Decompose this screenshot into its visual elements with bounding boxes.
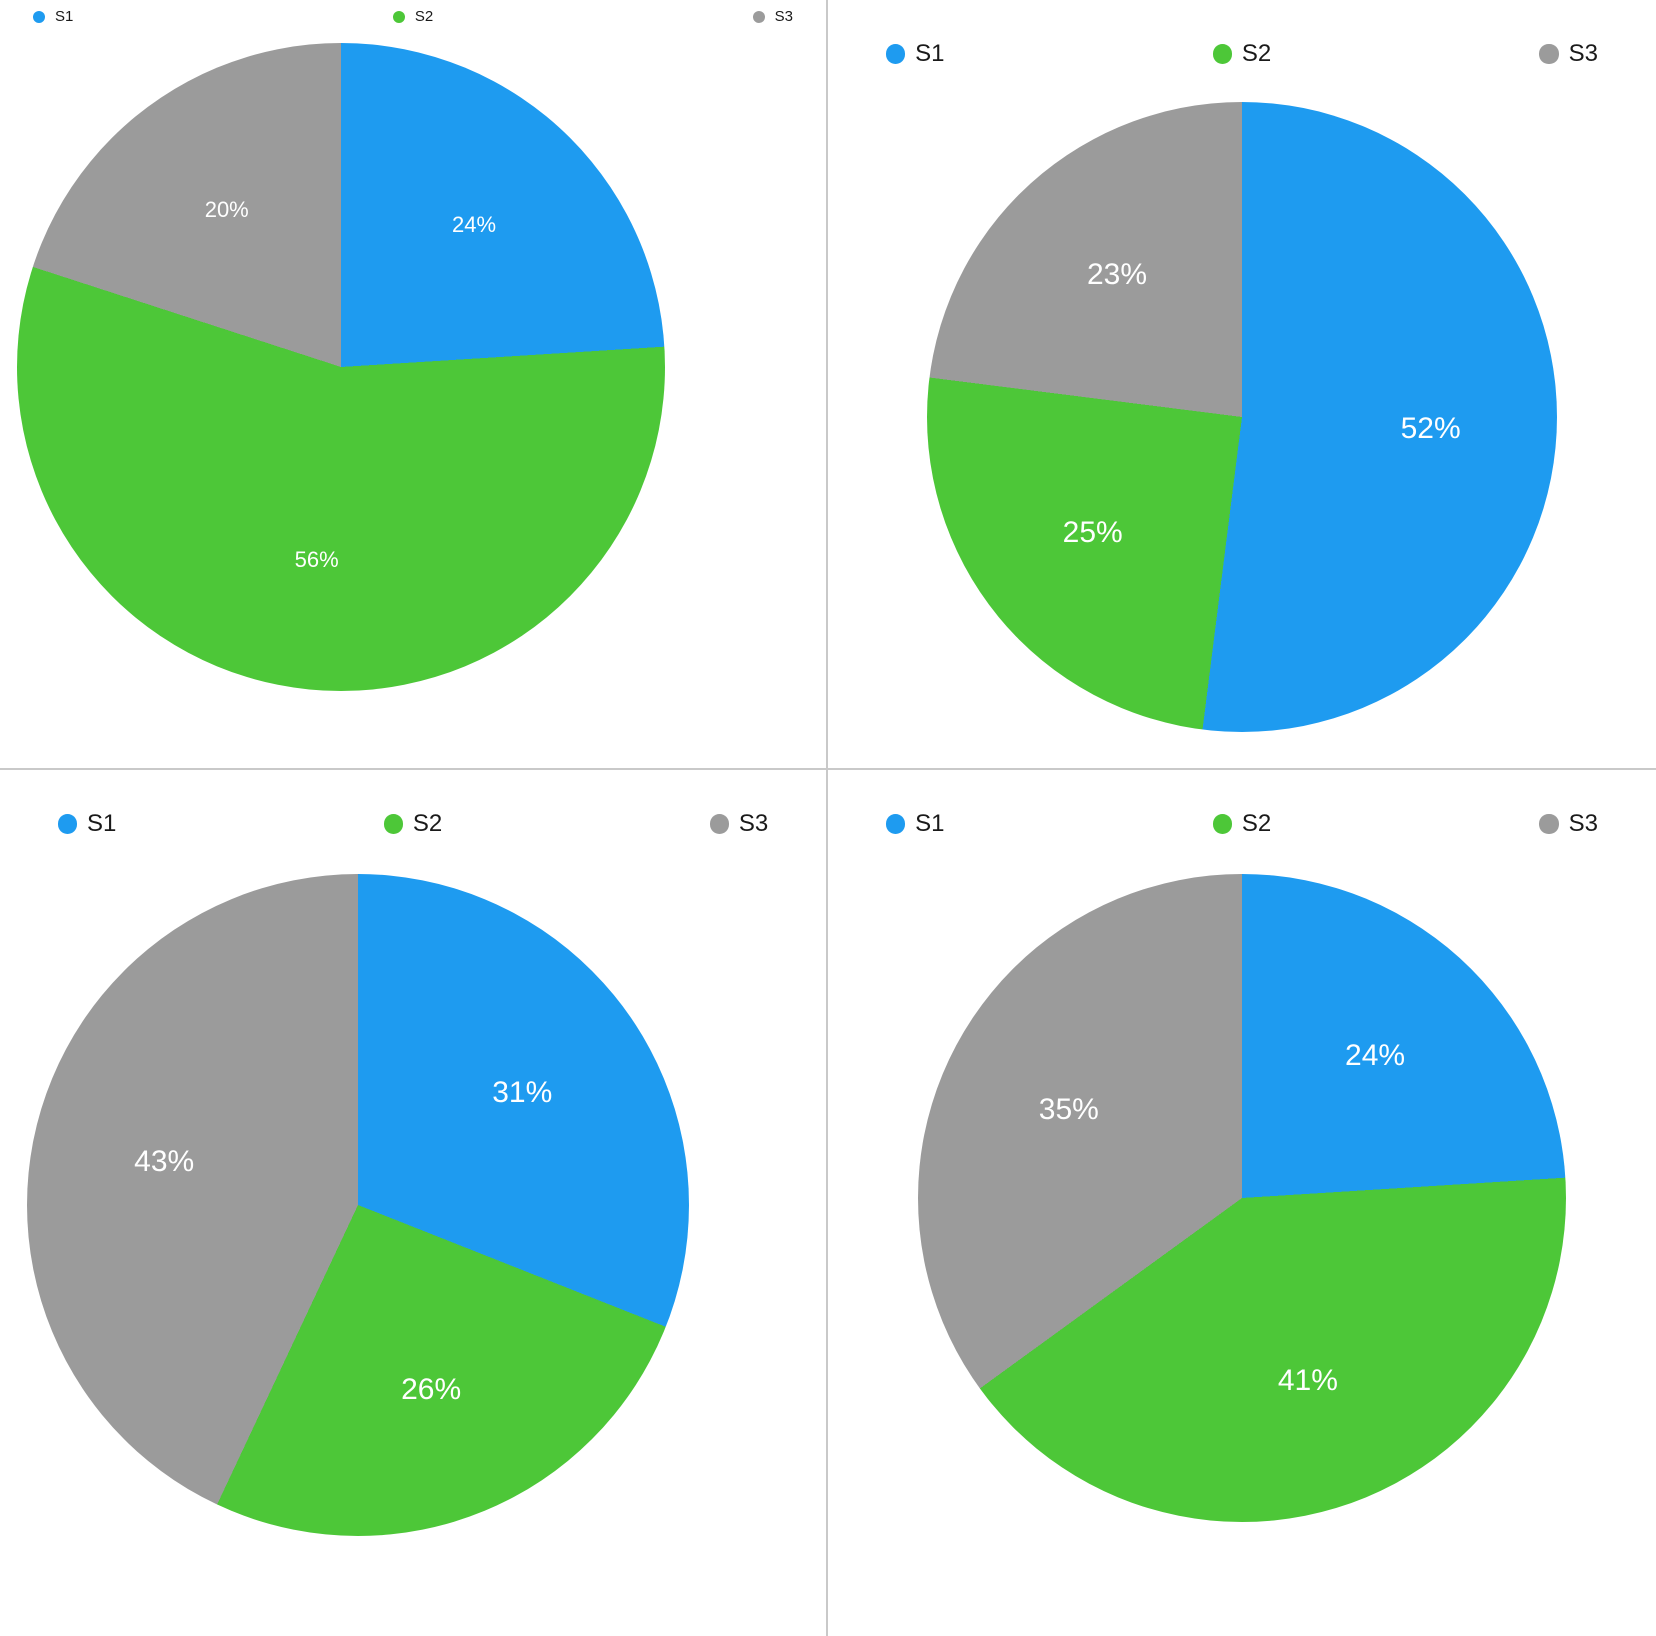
slice-label: 23%	[1086, 258, 1148, 292]
legend: S1 S2 S3	[885, 0, 1598, 68]
slice-label: 43%	[134, 1144, 195, 1178]
pie-wrap: 31% 26% 43%	[27, 874, 689, 1536]
legend-item: S2	[1212, 810, 1272, 838]
slice-label: 35%	[1038, 1092, 1099, 1126]
legend-label: S1	[87, 810, 117, 837]
legend-label: S3	[774, 8, 793, 25]
legend-dot-icon	[383, 814, 403, 834]
legend-label: S3	[1568, 810, 1599, 837]
legend-label: S2	[1241, 40, 1272, 67]
legend: S1 S2 S3	[57, 770, 769, 838]
chart-bottom-left: S1 S2 S3 31% 26% 43%	[0, 770, 828, 1636]
legend-item: S3	[1539, 810, 1598, 838]
legend-dot-icon	[392, 10, 405, 23]
chart-bottom-right: S1 S2 S3 24% 41% 35%	[828, 770, 1656, 1636]
slice-label: 20%	[204, 196, 249, 222]
chart-top-left: S1 S2 S3 24% 56% 20%	[0, 0, 828, 770]
pie-wrap: 24% 56% 20%	[17, 43, 665, 691]
legend-dot-icon	[1212, 814, 1232, 834]
legend-label: S3	[1568, 40, 1599, 67]
pie: 24% 56% 20%	[17, 43, 665, 691]
slice-label: 26%	[401, 1372, 462, 1406]
legend-dot-icon	[57, 814, 77, 834]
legend-dot-icon	[752, 10, 765, 23]
legend-item: S2	[1212, 40, 1272, 68]
legend-item: S1	[57, 810, 117, 838]
slice-label: 41%	[1277, 1363, 1338, 1397]
legend-dot-icon	[1539, 44, 1559, 64]
legend-label: S2	[414, 8, 434, 25]
legend-label: S2	[1241, 810, 1272, 837]
legend-dot-icon	[885, 814, 906, 834]
slice-label: 56%	[294, 546, 339, 572]
slice-label: 31%	[492, 1076, 553, 1110]
legend-label: S1	[915, 810, 945, 837]
legend-item: S3	[709, 810, 769, 838]
legend-item: S1	[885, 810, 945, 838]
legend-item: S3	[1539, 40, 1598, 68]
legend-item: S1	[885, 40, 945, 68]
slice-label: 24%	[452, 212, 497, 238]
pie: 52% 25% 23%	[927, 102, 1557, 732]
pie-wrap: 24% 41% 35%	[918, 874, 1566, 1522]
legend-dot-icon	[885, 44, 906, 64]
pie: 31% 26% 43%	[27, 874, 689, 1536]
legend-label: S2	[412, 810, 443, 837]
legend-dot-icon	[33, 10, 46, 23]
legend-item: S2	[383, 810, 443, 838]
legend: S1 S2 S3	[33, 0, 793, 25]
legend-item: S1	[33, 8, 73, 25]
legend-dot-icon	[1212, 44, 1232, 64]
legend-item: S2	[392, 8, 434, 25]
pie: 24% 41% 35%	[918, 874, 1566, 1522]
chart-top-right: S1 S2 S3 52% 25% 23%	[828, 0, 1656, 770]
pie-wrap: 52% 25% 23%	[927, 102, 1557, 732]
legend-label: S1	[55, 8, 74, 25]
legend-label: S1	[915, 40, 945, 67]
legend-item: S3	[752, 8, 793, 25]
legend-dot-icon	[709, 814, 729, 834]
legend: S1 S2 S3	[885, 770, 1598, 838]
slice-label: 52%	[1400, 411, 1461, 445]
slice-label: 25%	[1062, 515, 1123, 549]
legend-label: S3	[738, 810, 769, 837]
legend-dot-icon	[1539, 814, 1559, 834]
slice-label: 24%	[1345, 1039, 1406, 1073]
